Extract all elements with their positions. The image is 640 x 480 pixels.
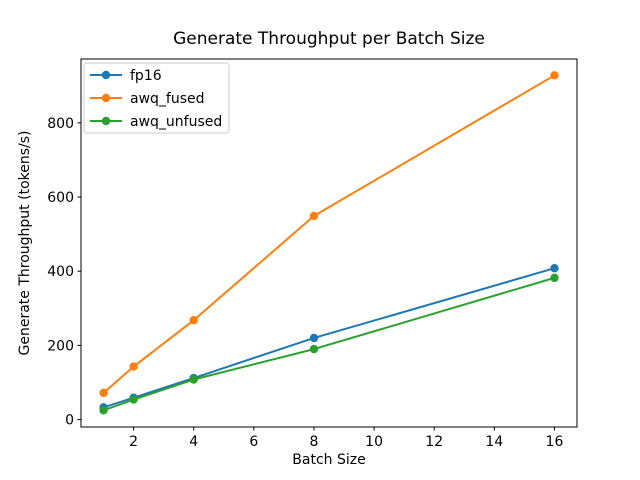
- legend-sample-marker: [101, 116, 111, 126]
- legend: fp16 awq_fused awq_unfused: [83, 62, 230, 134]
- chart-title: Generate Throughput per Batch Size: [173, 29, 485, 49]
- x-tick-label: 4: [189, 434, 198, 450]
- legend-sample-marker: [101, 93, 111, 103]
- y-axis-label: Generate Throughput (tokens/s): [17, 131, 33, 356]
- series-marker-awq_fused: [550, 71, 559, 80]
- x-axis-label: Batch Size: [292, 452, 365, 468]
- y-tick-label: 200: [47, 338, 74, 354]
- axes-frame: [80, 58, 578, 428]
- series-marker-awq_unfused: [129, 395, 138, 404]
- y-tick-label: 600: [47, 190, 74, 206]
- series-marker-awq_fused: [99, 388, 108, 398]
- series-marker-awq_fused: [189, 315, 198, 325]
- y-tick-label: 800: [47, 116, 74, 132]
- series-marker-awq_unfused: [189, 375, 198, 384]
- legend-label: fp16: [130, 68, 162, 84]
- legend-sample-marker: [101, 70, 111, 80]
- x-tick-label: 14: [485, 434, 503, 450]
- legend-entry: fp16: [90, 68, 162, 84]
- legend-label: awq_fused: [130, 91, 205, 107]
- x-tick-label: 2: [129, 434, 138, 450]
- x-tick-label: 10: [365, 434, 383, 450]
- x-tick-label: 8: [310, 434, 319, 450]
- x-tick-label: 6: [249, 434, 258, 450]
- x-tick-label: 12: [425, 434, 443, 450]
- series-marker-fp16: [309, 333, 319, 343]
- series-marker-awq_unfused: [99, 406, 108, 415]
- legend-entry: awq_fused: [90, 91, 205, 107]
- x-tick-label: 16: [546, 434, 564, 450]
- series-marker-awq_unfused: [550, 273, 559, 283]
- series-marker-awq_fused: [309, 211, 319, 221]
- series-marker-awq_unfused: [309, 344, 319, 354]
- series-marker-fp16: [550, 264, 559, 273]
- legend-label: awq_unfused: [130, 114, 222, 130]
- y-tick-label: 400: [47, 264, 74, 280]
- y-tick-label: 0: [65, 413, 74, 429]
- legend-box: [83, 62, 230, 134]
- legend-entry: awq_unfused: [90, 114, 222, 130]
- series-marker-awq_fused: [129, 362, 138, 371]
